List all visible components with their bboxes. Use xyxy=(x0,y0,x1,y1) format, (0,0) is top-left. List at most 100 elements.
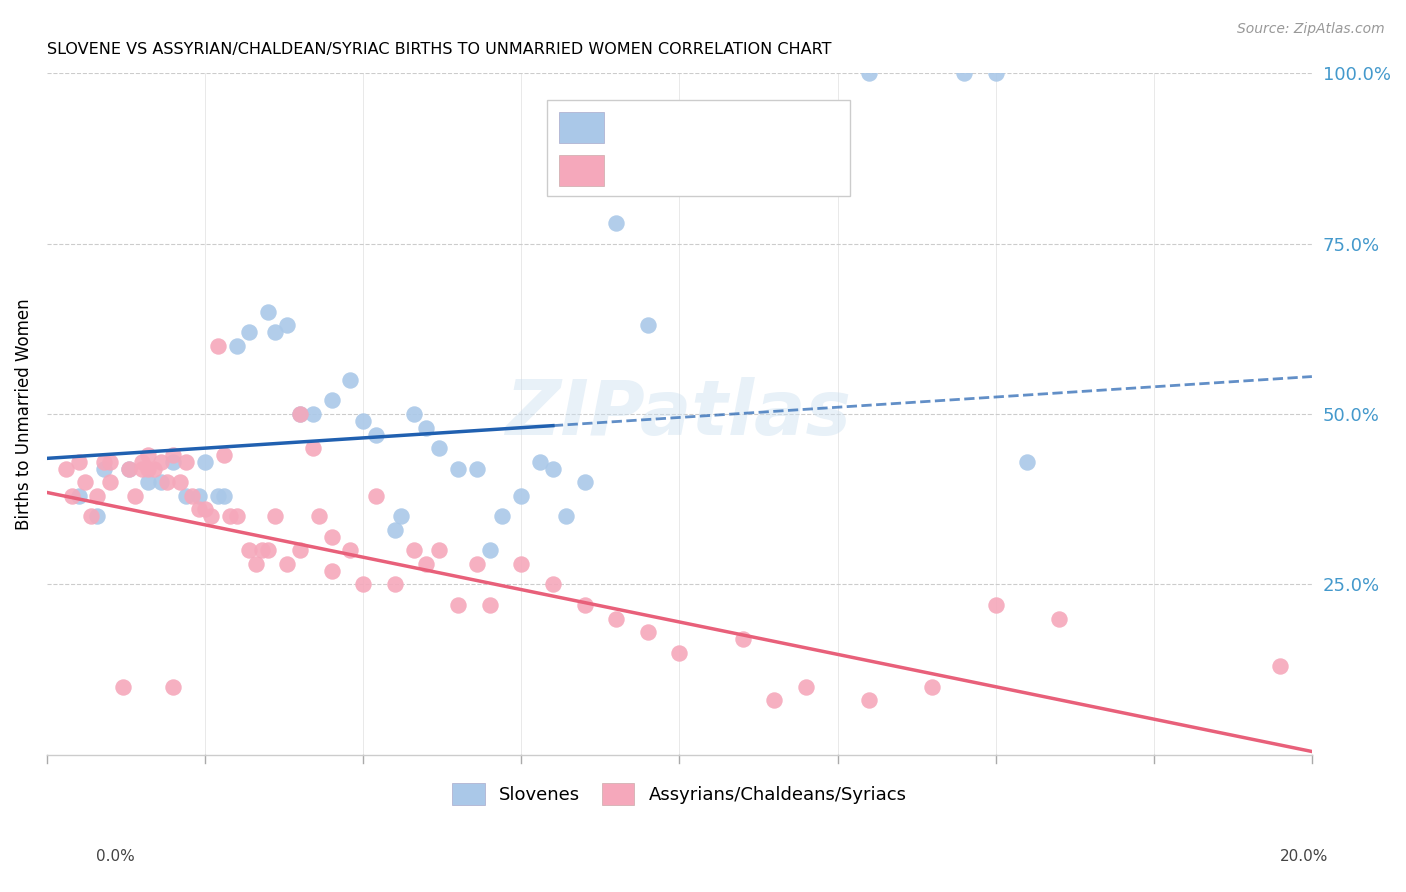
Point xyxy=(321,393,343,408)
Point xyxy=(93,461,115,475)
Point xyxy=(288,407,311,421)
Point xyxy=(352,577,374,591)
Point xyxy=(794,680,817,694)
Point xyxy=(136,475,159,490)
Point xyxy=(263,325,285,339)
Point xyxy=(194,455,217,469)
Text: 0.0%: 0.0% xyxy=(96,849,135,863)
Point xyxy=(124,489,146,503)
Point xyxy=(364,427,387,442)
Point xyxy=(250,543,273,558)
Point xyxy=(238,325,260,339)
Point xyxy=(207,489,229,503)
Point xyxy=(73,475,96,490)
Point xyxy=(984,66,1007,80)
Point xyxy=(427,543,450,558)
Point xyxy=(143,461,166,475)
Point xyxy=(554,509,576,524)
Point xyxy=(162,448,184,462)
Point xyxy=(389,509,412,524)
Point xyxy=(276,557,298,571)
Point xyxy=(447,461,470,475)
Point xyxy=(263,509,285,524)
Text: ZIPatlas: ZIPatlas xyxy=(506,377,852,451)
Point xyxy=(321,530,343,544)
Point xyxy=(257,305,280,319)
Point xyxy=(98,455,121,469)
Point xyxy=(529,455,551,469)
Point xyxy=(1047,611,1070,625)
Point xyxy=(384,577,406,591)
Point xyxy=(238,543,260,558)
Point xyxy=(605,216,627,230)
Point xyxy=(541,577,564,591)
Point xyxy=(225,509,247,524)
Point xyxy=(352,414,374,428)
Point xyxy=(80,509,103,524)
Point xyxy=(55,461,77,475)
Point xyxy=(465,557,488,571)
Text: SLOVENE VS ASSYRIAN/CHALDEAN/SYRIAC BIRTHS TO UNMARRIED WOMEN CORRELATION CHART: SLOVENE VS ASSYRIAN/CHALDEAN/SYRIAC BIRT… xyxy=(46,42,831,57)
Point xyxy=(402,543,425,558)
Point xyxy=(93,455,115,469)
Point xyxy=(86,489,108,503)
Point xyxy=(162,680,184,694)
Point xyxy=(207,339,229,353)
Point xyxy=(364,489,387,503)
Point xyxy=(212,489,235,503)
Point xyxy=(225,339,247,353)
Point xyxy=(384,523,406,537)
Point xyxy=(858,66,880,80)
Point xyxy=(149,455,172,469)
Point xyxy=(1017,455,1039,469)
Point xyxy=(921,680,943,694)
Point xyxy=(131,461,153,475)
Y-axis label: Births to Unmarried Women: Births to Unmarried Women xyxy=(15,298,32,530)
Point xyxy=(136,448,159,462)
Point xyxy=(308,509,330,524)
Text: 20.0%: 20.0% xyxy=(1281,849,1329,863)
Point xyxy=(637,318,659,333)
Point xyxy=(491,509,513,524)
Point xyxy=(136,461,159,475)
Point xyxy=(858,693,880,707)
Point xyxy=(111,680,134,694)
Point xyxy=(574,475,596,490)
Point xyxy=(60,489,83,503)
Point xyxy=(465,461,488,475)
Point xyxy=(731,632,754,646)
Point xyxy=(447,598,470,612)
Point xyxy=(415,557,437,571)
Point xyxy=(763,693,786,707)
Point xyxy=(187,489,209,503)
Point xyxy=(301,441,323,455)
Point xyxy=(478,543,501,558)
Point xyxy=(200,509,222,524)
Point xyxy=(510,489,533,503)
Point xyxy=(118,461,141,475)
Point xyxy=(156,475,179,490)
Point xyxy=(194,502,217,516)
Text: Source: ZipAtlas.com: Source: ZipAtlas.com xyxy=(1237,22,1385,37)
Point xyxy=(605,611,627,625)
Point xyxy=(288,543,311,558)
Point xyxy=(288,407,311,421)
Point xyxy=(219,509,242,524)
Point xyxy=(86,509,108,524)
Point xyxy=(212,448,235,462)
Legend: Slovenes, Assyrians/Chaldeans/Syriacs: Slovenes, Assyrians/Chaldeans/Syriacs xyxy=(443,774,915,814)
Point xyxy=(953,66,976,80)
Point xyxy=(427,441,450,455)
Point xyxy=(187,502,209,516)
Point xyxy=(181,489,204,503)
Point xyxy=(257,543,280,558)
Point xyxy=(984,598,1007,612)
Point xyxy=(574,598,596,612)
Point xyxy=(478,598,501,612)
Point xyxy=(174,455,197,469)
Point xyxy=(174,489,197,503)
Point xyxy=(402,407,425,421)
Point xyxy=(321,564,343,578)
Point xyxy=(339,373,361,387)
Point xyxy=(301,407,323,421)
